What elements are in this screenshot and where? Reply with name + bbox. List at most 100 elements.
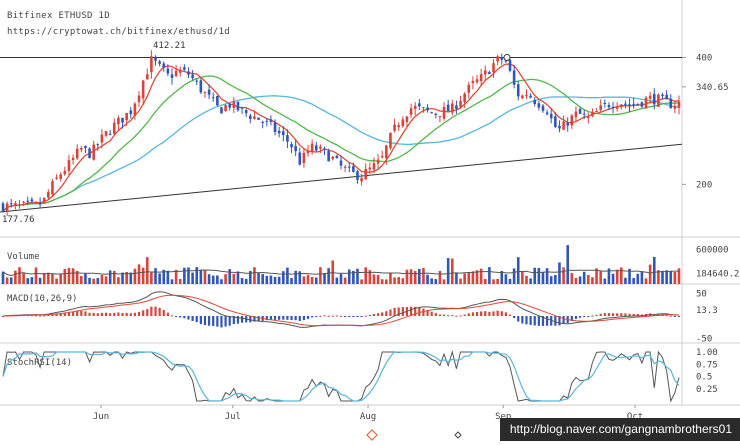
volume-bar <box>314 277 318 284</box>
macd-histogram-bar <box>430 311 433 316</box>
candle-body <box>314 145 318 151</box>
candle-body <box>273 122 277 133</box>
candle-body <box>385 145 388 159</box>
macd-histogram-bar <box>290 316 293 321</box>
macd-histogram-bar <box>294 316 297 321</box>
macd-histogram-bar <box>550 316 553 326</box>
candle-body <box>117 117 120 125</box>
volume-bar <box>100 274 104 284</box>
candle-body <box>607 105 611 108</box>
volume-bar <box>216 275 219 284</box>
volume-bar <box>500 270 504 284</box>
macd-histogram-bar <box>360 316 363 317</box>
candle-body <box>59 174 63 179</box>
candle-body <box>343 166 347 168</box>
candle-body <box>84 146 87 148</box>
volume-bar <box>673 272 677 284</box>
volume-bar <box>286 267 289 284</box>
volume-bar <box>42 273 46 284</box>
macd-histogram-bar <box>216 316 219 327</box>
candle-body <box>554 116 557 128</box>
volume-bar <box>475 270 479 284</box>
macd-histogram-bar <box>80 310 83 316</box>
volume-bar <box>22 272 25 284</box>
macd-histogram-bar <box>38 315 42 317</box>
macd-histogram-bar <box>401 307 404 316</box>
macd-histogram-bar <box>203 316 207 326</box>
volume-bar <box>665 270 668 284</box>
macd-histogram-bar <box>315 316 318 317</box>
x-tick-label: Oct <box>627 412 643 422</box>
macd-histogram-bar <box>364 315 367 317</box>
macd-histogram-bar <box>459 315 462 317</box>
macd-histogram-bar <box>257 316 260 322</box>
volume-bar <box>578 276 582 284</box>
candle-body <box>570 115 574 126</box>
candle-body <box>562 121 565 130</box>
volume-bar <box>92 278 95 284</box>
candle-body <box>529 95 532 98</box>
candle-body <box>286 135 289 142</box>
macd-histogram-bar <box>595 314 598 316</box>
macd-histogram-bar <box>480 311 483 316</box>
volume-bar <box>104 276 108 284</box>
volume-bar <box>75 270 79 284</box>
volume-bar <box>9 277 13 284</box>
volume-bar <box>158 273 161 284</box>
candle-body <box>187 71 190 75</box>
volume-bar <box>611 273 615 284</box>
volume-bar <box>397 277 401 284</box>
macd-histogram-bar <box>422 308 425 316</box>
volume-bar <box>1 271 5 284</box>
macd-histogram-bar <box>673 316 676 317</box>
macd-histogram-bar <box>327 315 330 317</box>
volume-bar <box>38 277 42 284</box>
macd-histogram-bar <box>150 306 153 316</box>
chart-source-url[interactable]: https://cryptowat.ch/bitfinex/ethusd/1d <box>7 27 231 37</box>
macd-histogram-bar <box>175 316 178 317</box>
volume-bar <box>541 271 545 284</box>
macd-histogram-bar <box>335 315 338 317</box>
volume-bar <box>599 271 602 284</box>
macd-histogram-bar <box>455 315 458 317</box>
volume-bar <box>644 278 648 284</box>
candle-body <box>492 63 495 73</box>
stochrsi-tick-label: 0.5 <box>696 373 712 383</box>
candle-body <box>108 133 112 135</box>
macd-histogram-bar <box>409 306 413 316</box>
candle-body <box>525 94 528 96</box>
macd-histogram-bar <box>426 310 429 316</box>
candle-body <box>508 60 512 71</box>
volume-bar <box>137 264 141 284</box>
volume-bar <box>125 271 128 284</box>
macd-histogram-bar <box>500 311 503 316</box>
volume-bar <box>459 278 462 284</box>
macd-histogram-bar <box>463 314 466 316</box>
macd-histogram-bar <box>183 316 186 319</box>
volume-bar <box>281 271 285 284</box>
volume-bar <box>389 273 392 284</box>
candle-body <box>595 110 598 112</box>
volume-bar <box>508 278 512 284</box>
support-trendline <box>0 143 683 213</box>
volume-bar <box>265 275 269 284</box>
volume-bar <box>640 271 644 284</box>
macd-histogram-bar <box>302 316 306 321</box>
candle-body <box>459 100 462 107</box>
volume-bar <box>483 278 487 284</box>
candle-body <box>244 109 248 114</box>
macd-histogram-bar <box>59 312 62 316</box>
volume-bar <box>549 276 553 284</box>
candle-body <box>141 80 145 99</box>
candle-body <box>38 203 42 205</box>
candle-body <box>533 100 537 105</box>
candle-body <box>624 103 627 105</box>
volume-bar <box>657 270 660 284</box>
volume-bar <box>446 258 450 284</box>
stochrsi-k-line <box>2 350 680 403</box>
volume-bar <box>558 262 561 284</box>
macd-histogram-bar <box>298 316 301 321</box>
volume-bar <box>352 270 355 284</box>
macd-histogram-bar <box>129 313 132 316</box>
macd-histogram-bar <box>117 312 120 316</box>
